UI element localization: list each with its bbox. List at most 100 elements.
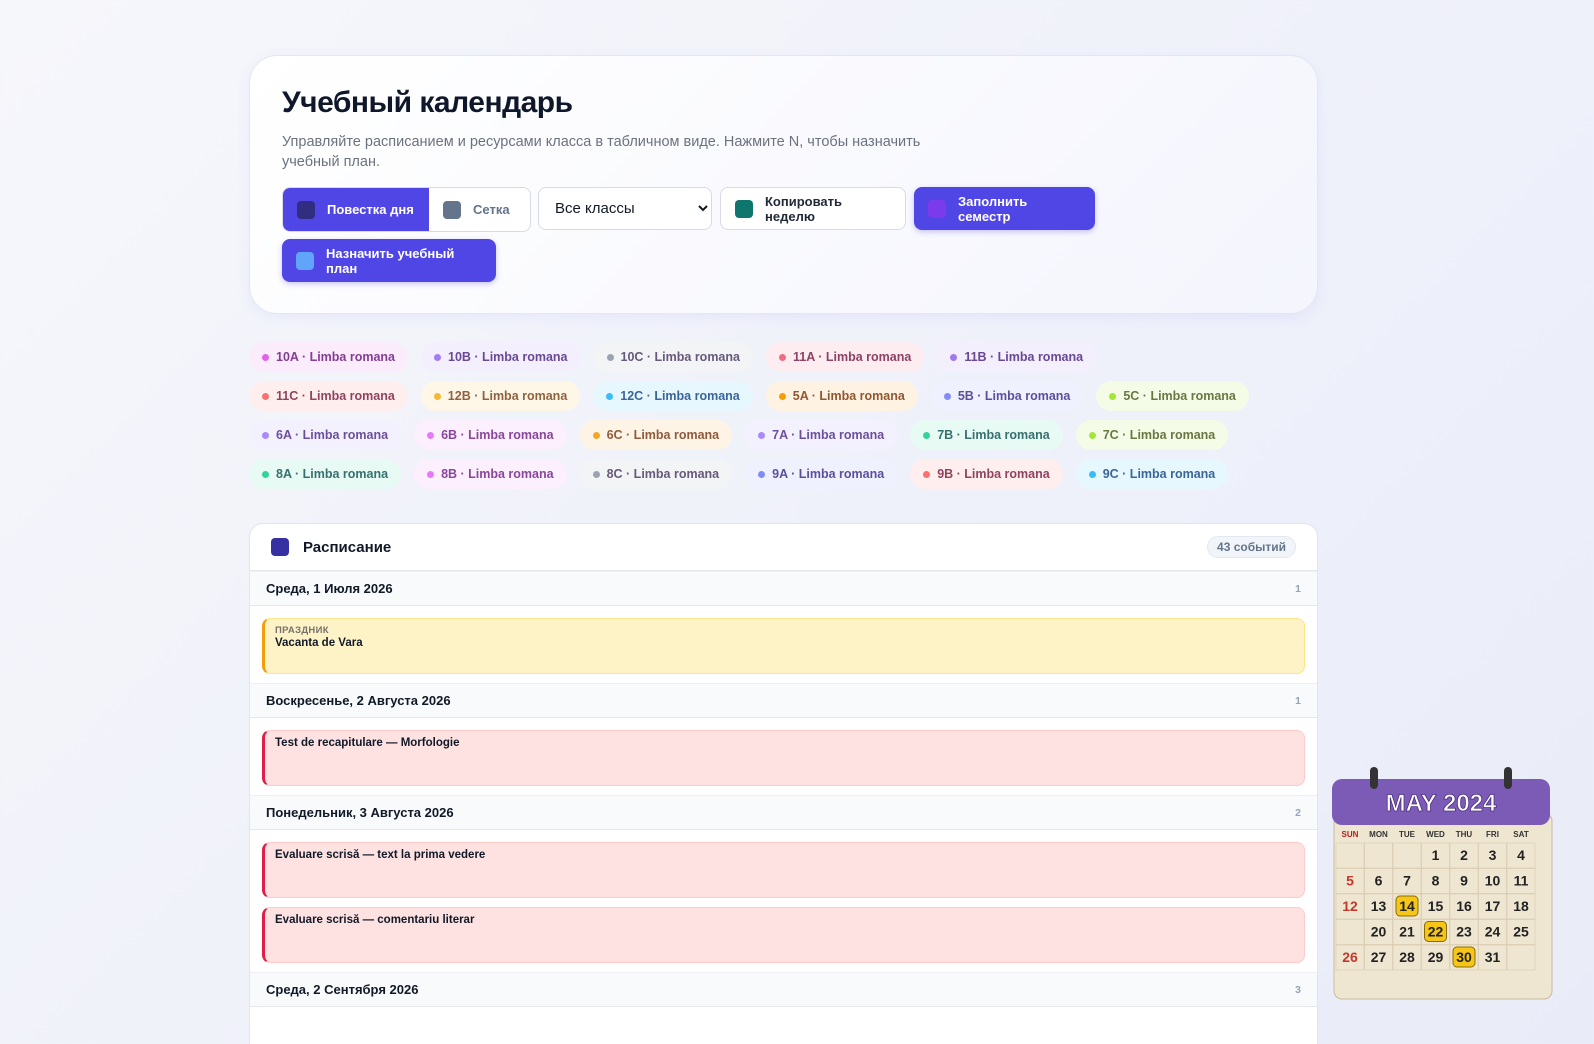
class-chip[interactable]: 9C · Limba romana — [1075, 459, 1229, 489]
class-chip[interactable]: 8A · Limba romana — [249, 459, 402, 489]
class-select[interactable]: Все классы — [538, 187, 712, 230]
day-cell — [1421, 919, 1450, 945]
day-date: Понедельник, 3 Августа 2026 — [266, 805, 454, 820]
chip-label: 7B · Limba romana — [937, 428, 1050, 442]
chip-dot — [923, 470, 931, 478]
chip-dot — [1088, 470, 1096, 478]
chip-dot — [950, 353, 958, 361]
class-chip[interactable]: 7A · Limba romana — [745, 420, 898, 450]
class-chip[interactable]: 11B · Limba romana — [937, 342, 1097, 372]
copy-week-button[interactable]: Копировать неделю — [720, 187, 906, 230]
class-chip[interactable]: 12B · Limba romana — [420, 381, 581, 411]
class-chip[interactable]: 8B · Limba romana — [414, 459, 567, 489]
class-chip[interactable]: 10B · Limba romana — [421, 342, 581, 372]
weekday-label: SUN — [1342, 830, 1359, 839]
chip-dot — [434, 353, 442, 361]
chip-label: 6C · Limba romana — [606, 428, 720, 442]
day-number: 1 — [1432, 847, 1440, 863]
day-cell — [1449, 893, 1479, 920]
day-number: 29 — [1428, 949, 1444, 965]
grid-view-button[interactable]: Сетка — [429, 188, 524, 231]
class-chip[interactable]: 10A · Limba romana — [249, 342, 409, 372]
event-card[interactable]: Test de recapitulare — Morfologie — [262, 730, 1305, 786]
day-number: 2 — [1460, 847, 1468, 863]
calendar-title: MAY 2024 — [1386, 790, 1497, 817]
class-chip[interactable]: 12C · Limba romana — [593, 381, 753, 411]
chip-label: 8A · Limba romana — [276, 467, 389, 481]
chip-dot — [427, 470, 435, 478]
class-chip[interactable]: 7B · Limba romana — [910, 420, 1063, 450]
chip-label: 5B · Limba romana — [957, 389, 1071, 403]
class-chip[interactable]: 11C · Limba romana — [249, 381, 408, 411]
day-cell — [1421, 944, 1450, 971]
chip-label: 12B · Limba romana — [447, 389, 568, 403]
day-cell — [1421, 893, 1450, 920]
day-number: 10 — [1485, 873, 1501, 889]
day-number: 15 — [1428, 898, 1444, 914]
day-cell — [1421, 842, 1450, 869]
day-number: 8 — [1432, 873, 1440, 889]
day-cell — [1364, 919, 1393, 945]
chip-label: 10B · Limba romana — [448, 350, 568, 364]
assign-plan-button[interactable]: Назначить учебный план — [282, 239, 496, 282]
weekday-label: SAT — [1513, 830, 1529, 839]
class-chip[interactable]: 7C · Limba romana — [1075, 420, 1229, 450]
day-header: Воскресенье, 2 Августа 2026 1 — [250, 683, 1317, 718]
agenda-view-button[interactable]: Повестка дня — [283, 188, 429, 231]
class-chip[interactable]: 6B · Limba romana — [414, 420, 567, 450]
day-cell — [1392, 944, 1422, 971]
day-number: 22 — [1428, 924, 1444, 940]
day-cell — [1449, 868, 1479, 894]
day-number: 30 — [1456, 949, 1472, 965]
event-title: Test de recapitulare — Morfologie — [275, 737, 460, 749]
class-chip[interactable]: 6C · Limba romana — [579, 420, 733, 450]
chip-label: 10A · Limba romana — [276, 350, 396, 364]
chip-label: 11C · Limba romana — [276, 389, 395, 403]
day-count: 2 — [1295, 806, 1301, 819]
day-count: 1 — [1295, 582, 1301, 595]
schedule-header: Расписание 43 событий — [250, 524, 1317, 571]
chip-label: 7A · Limba romana — [772, 428, 885, 442]
chip-label: 8B · Limba romana — [441, 467, 554, 481]
weekday-label: FRI — [1486, 830, 1499, 839]
day-cell — [1364, 893, 1393, 920]
class-chip[interactable]: 10C · Limba romana — [593, 342, 753, 372]
chip-label: 7C · Limba romana — [1102, 428, 1216, 442]
day-number: 14 — [1399, 898, 1415, 914]
day-cell — [1421, 868, 1450, 894]
chip-label: 12C · Limba romana — [620, 389, 740, 403]
chip-dot — [262, 353, 269, 361]
day-cell — [1506, 868, 1536, 894]
class-chip[interactable]: 9A · Limba romana — [745, 459, 898, 489]
chip-label: 11B · Limba romana — [964, 350, 1084, 364]
chip-label: 9B · Limba romana — [937, 467, 1050, 481]
class-chip[interactable]: 6A · Limba romana — [249, 420, 402, 450]
day-cell — [1335, 893, 1365, 920]
chip-dot — [606, 392, 614, 400]
class-chip[interactable]: 5C · Limba romana — [1096, 381, 1249, 411]
day-number: 24 — [1485, 924, 1501, 940]
day-cell — [1478, 919, 1507, 945]
fill-semester-button[interactable]: Заполнить семестр — [914, 187, 1095, 230]
class-chip[interactable]: 5A · Limba romana — [765, 381, 918, 411]
class-chip[interactable]: 9B · Limba romana — [910, 459, 1063, 489]
day-cell — [1364, 944, 1393, 971]
class-chip[interactable]: 11A · Limba romana — [765, 342, 925, 372]
day-number: 5 — [1346, 873, 1354, 889]
schedule-panel: Расписание 43 событий Среда, 1 Июля 2026 1… — [249, 523, 1318, 1044]
event-card[interactable]: ПРАЗДНИК Vacanta de Vara — [262, 618, 1305, 674]
chip-dot — [262, 470, 269, 478]
event-card[interactable]: Evaluare scrisă — text la prima vedere — [262, 842, 1305, 898]
day-number: 13 — [1371, 898, 1387, 914]
class-chip[interactable]: 5B · Limba romana — [930, 381, 1084, 411]
event-card[interactable]: Evaluare scrisă — comentariu literar — [262, 907, 1305, 963]
event-title: Vacanta de Vara — [275, 637, 363, 649]
class-chip[interactable]: 8C · Limba romana — [579, 459, 733, 489]
header-card: Учебный календарь Управляйте расписанием… — [249, 55, 1318, 314]
page-subtitle: Управляйте расписанием и ресурсами класс… — [282, 134, 921, 170]
chip-dot — [758, 470, 766, 478]
weekday-label: WED — [1426, 830, 1445, 839]
day-cell — [1506, 842, 1536, 869]
